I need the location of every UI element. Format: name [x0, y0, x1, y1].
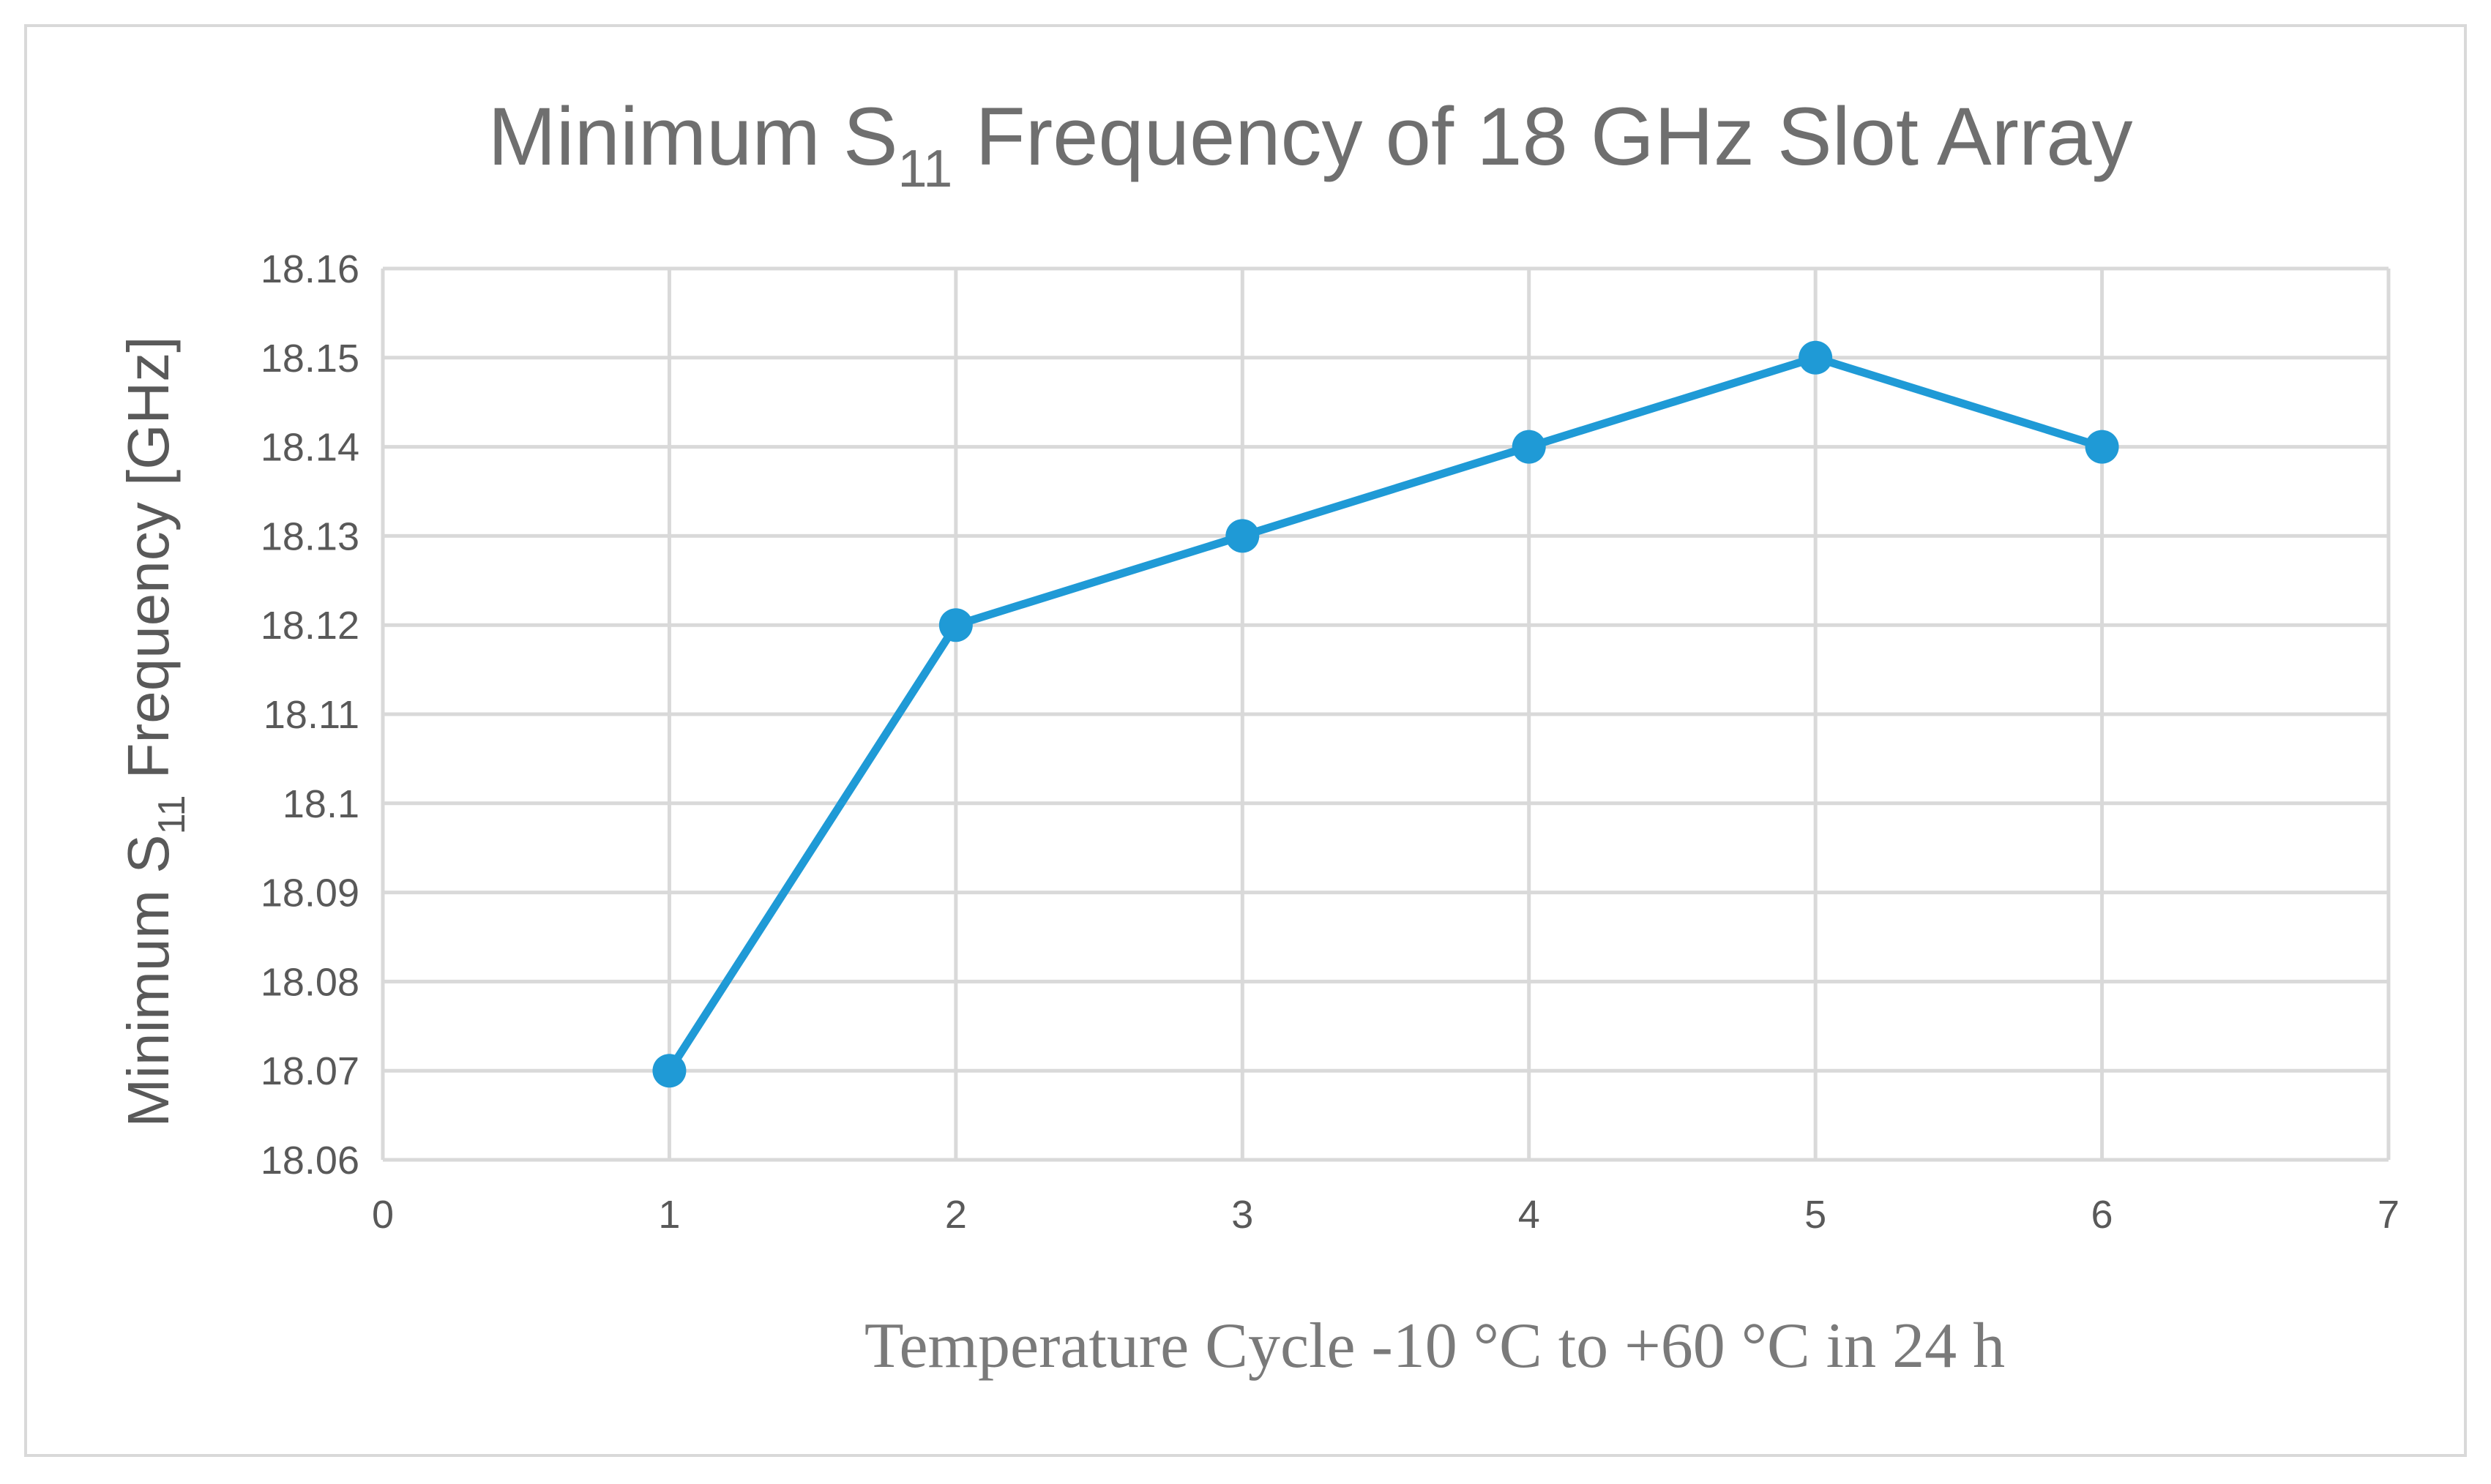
- y-tick-label: 18.06: [261, 1139, 359, 1183]
- y-tick-label: 18.08: [261, 960, 359, 1004]
- data-point[interactable]: [652, 1054, 687, 1088]
- y-tick-label: 18.16: [261, 247, 359, 291]
- y-tick-label: 18.13: [261, 514, 359, 558]
- data-point[interactable]: [2085, 430, 2119, 464]
- x-tick-label: 4: [1518, 1193, 1540, 1237]
- y-tick-label: 18.15: [261, 337, 359, 381]
- data-point[interactable]: [938, 608, 973, 642]
- x-axis-label: Temperature Cycle -10 °C to +60 °C in 24…: [864, 1311, 2005, 1382]
- grid-layer: [381, 266, 2391, 1162]
- y-tick-label: 18.1: [283, 782, 359, 826]
- x-tick-label: 0: [372, 1193, 394, 1237]
- x-tick-label: 3: [1231, 1193, 1253, 1237]
- x-tick-label: 1: [658, 1193, 680, 1237]
- y-axis-label-subscript: 11: [151, 795, 193, 834]
- chart-title-subscript: 11: [898, 140, 953, 198]
- series-layer: [652, 340, 2119, 1088]
- series-line: [665, 353, 2107, 1075]
- y-tick-label: 18.07: [261, 1049, 359, 1093]
- y-axis-label-main: Minimum S: [116, 834, 181, 1127]
- data-point[interactable]: [1225, 519, 1260, 553]
- chart-frame: [24, 24, 2467, 1457]
- y-axis-label-rest: Frequency [GHz]: [116, 337, 181, 795]
- chart-title-main: Minimum S: [488, 91, 897, 182]
- data-point[interactable]: [1512, 430, 1546, 464]
- y-tick-label: 18.09: [261, 872, 359, 915]
- data-point[interactable]: [1799, 340, 1833, 375]
- y-tick-label: 18.11: [264, 693, 359, 737]
- x-tick-label: 2: [945, 1193, 967, 1237]
- x-tick-label: 7: [2378, 1193, 2399, 1237]
- tick-labels: 18.06 18.07 18.08 18.09 18.1 18.11 18.12 18.13 1…: [261, 247, 2399, 1237]
- chart-title-rest: Frequency of 18 GHz Slot Array: [952, 91, 2132, 182]
- y-tick-label: 18.14: [261, 426, 359, 470]
- y-tick-label: 18.12: [261, 604, 359, 648]
- x-tick-label: 6: [2091, 1193, 2113, 1237]
- x-tick-label: 5: [1804, 1193, 1826, 1237]
- y-axis-label: Minimum S11 Frequency [GHz]: [116, 337, 193, 1128]
- chart-title: Minimum S11 Frequency of 18 GHz Slot Arr…: [488, 91, 2132, 198]
